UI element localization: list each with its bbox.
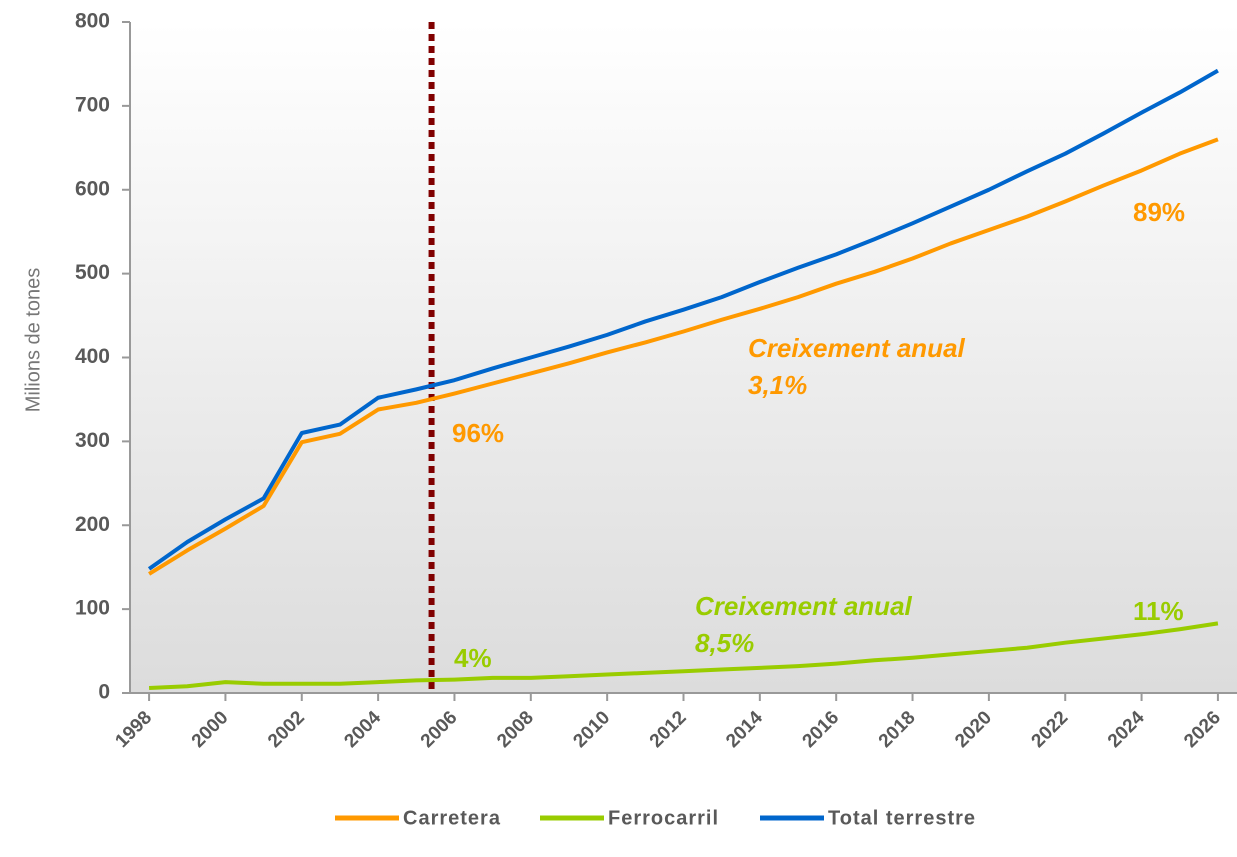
x-tick-label: 2000 [188,707,233,752]
annotation: 4% [454,643,492,673]
annotation: Creixement anual [695,591,913,621]
annotation: Creixement anual [748,333,966,363]
annotation: 3,1% [748,370,807,400]
x-tick-label: 1998 [111,707,156,752]
series-line [148,621,1219,690]
series-line [148,137,1219,576]
y-tick-label: 700 [75,93,110,116]
legend-label: Carretera [403,807,501,829]
annotation: 89% [1133,197,1185,227]
legend-label: Total terrestre [828,807,976,829]
y-tick-label: 600 [75,177,110,200]
x-tick-label: 2002 [264,707,309,752]
y-tick-label: 400 [75,345,110,368]
x-tick-label: 2024 [1104,707,1149,752]
annotation: 8,5% [695,628,754,658]
y-tick-label: 100 [75,597,110,620]
y-tick-label: 0 [98,681,110,704]
annotation: 11% [1133,596,1184,626]
x-tick-label: 2008 [493,707,538,752]
x-tick-label: 2018 [875,707,920,752]
x-tick-label: 2004 [340,707,385,752]
y-tick-label: 500 [75,261,110,284]
series-line [147,68,1219,571]
x-tick-label: 2016 [799,707,844,752]
x-tick-label: 2022 [1028,707,1073,752]
x-tick-label: 2020 [951,707,996,752]
legend-label: Ferrocarril [608,807,719,829]
y-axis-label: Milions de tones [22,268,44,413]
y-tick-label: 300 [75,429,110,452]
annotation: 96% [452,418,504,448]
y-tick-label: 800 [75,10,110,33]
x-tick-label: 2012 [646,707,691,752]
y-tick-label: 200 [75,513,110,536]
x-tick-label: 2010 [569,707,614,752]
x-tick-label: 2006 [417,707,462,752]
x-tick-label: 2026 [1180,707,1225,752]
plot-area [130,22,1237,693]
x-tick-label: 2014 [722,707,767,752]
